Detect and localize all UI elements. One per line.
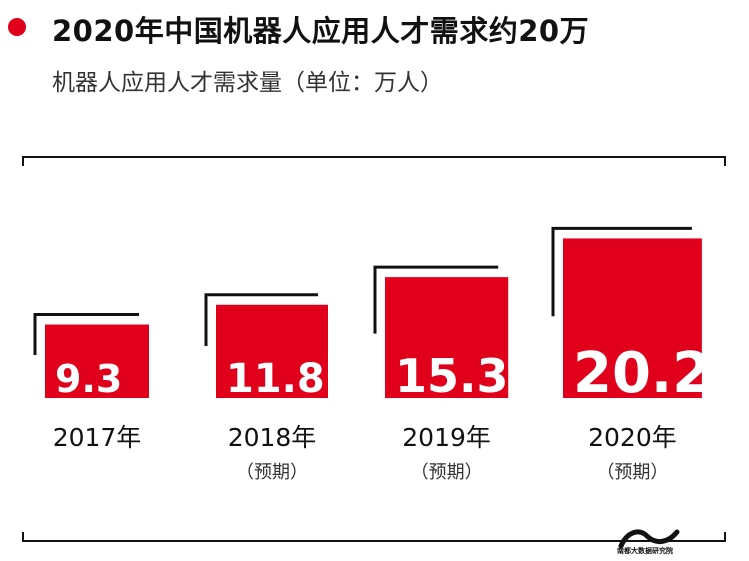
frame-bottom-right-cap: [724, 532, 726, 542]
category-note-label: （预期）: [236, 462, 308, 483]
frame-top-right-cap: [724, 156, 726, 166]
frame-bottom-left-cap: [22, 532, 24, 542]
bar: [385, 277, 509, 398]
bar-outline: [33, 313, 139, 355]
bar-outline: [551, 226, 692, 317]
bar: [216, 304, 328, 398]
bar: [45, 324, 149, 398]
category-label: 2018年: [228, 423, 317, 452]
category-label: 2019年: [402, 423, 491, 452]
bar-value-label: 11.8: [226, 356, 325, 402]
bar-value-label: 15.3: [395, 349, 509, 403]
category-label: 2020年: [588, 423, 677, 452]
frame-top-line: [22, 156, 726, 158]
logo-icon: [618, 529, 680, 549]
chart-subtitle: 机器人应用人才需求量（单位：万人）: [52, 70, 443, 96]
bar: [563, 238, 702, 398]
category-label: 2017年: [53, 423, 142, 452]
bar-value-label: 20.2: [573, 341, 711, 406]
bar-outline: [204, 293, 318, 347]
logo-text: 南都大数据研究院: [617, 547, 673, 555]
frame-bottom-line: [22, 540, 726, 542]
chart-title: 2020年中国机器人应用人才需求约20万: [52, 14, 590, 48]
frame-top-left-cap: [22, 156, 24, 166]
category-note-label: （预期）: [411, 462, 483, 483]
bar-value-label: 9.3: [55, 357, 122, 401]
category-note-label: （预期）: [596, 462, 668, 483]
bar-outline: [373, 265, 499, 334]
title-bullet-icon: [8, 18, 26, 36]
